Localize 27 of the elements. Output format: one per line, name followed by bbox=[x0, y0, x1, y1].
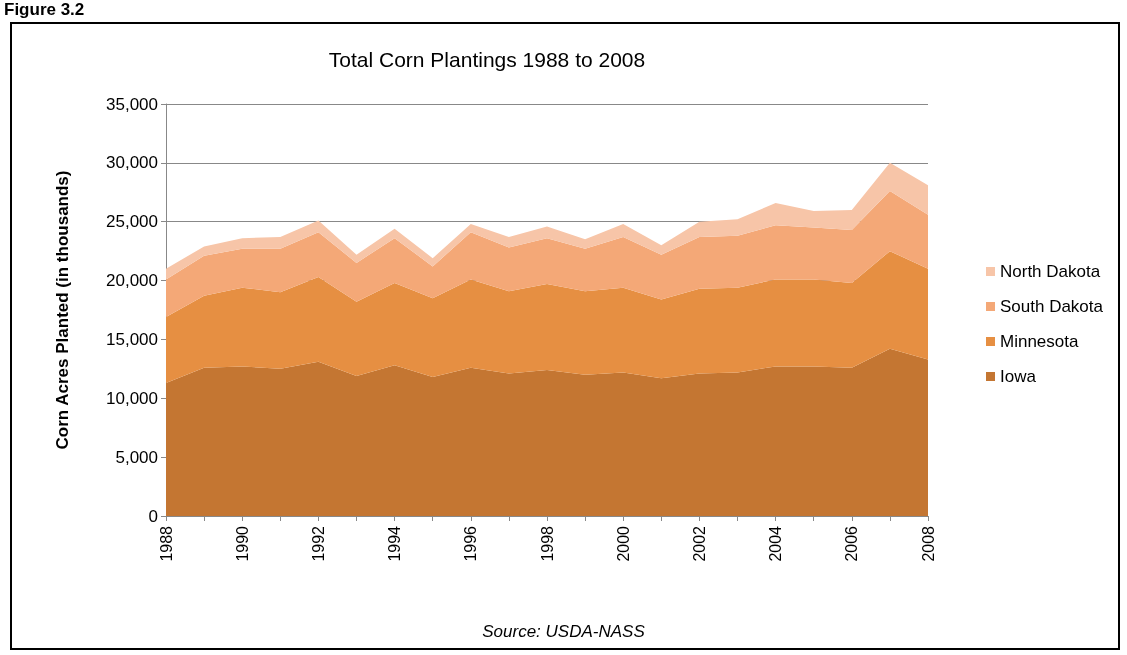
source-note: Source: USDA-NASS bbox=[481, 622, 646, 642]
legend-label: Minnesota bbox=[999, 332, 1079, 351]
y-tick-label: 5,000 bbox=[115, 447, 158, 467]
y-tick-label: 10,000 bbox=[106, 388, 158, 408]
x-tick-label: 2000 bbox=[614, 525, 632, 562]
x-tick-label: 1994 bbox=[386, 525, 404, 562]
legend-label: Iowa bbox=[999, 367, 1037, 386]
x-tick-label: 1998 bbox=[538, 525, 556, 562]
y-tick-label: 25,000 bbox=[106, 212, 158, 232]
x-tick-label: 2002 bbox=[690, 525, 708, 562]
x-tick-label: 1990 bbox=[233, 525, 251, 562]
x-tick-label: 2004 bbox=[767, 525, 785, 562]
y-tick-label: 0 bbox=[148, 506, 158, 526]
x-tick-label: 1988 bbox=[157, 525, 175, 562]
x-tick-label: 2006 bbox=[843, 525, 861, 562]
y-tick-label: 30,000 bbox=[106, 153, 158, 173]
y-tick-label: 20,000 bbox=[106, 271, 158, 291]
x-tick-label: 2008 bbox=[919, 525, 937, 562]
y-tick-label: 35,000 bbox=[106, 94, 158, 114]
chart-title: Total Corn Plantings 1988 to 2008 bbox=[328, 48, 646, 71]
x-tick-label: 1996 bbox=[462, 525, 480, 562]
caption: Figure 3.2 bbox=[4, 0, 85, 20]
legend-label: North Dakota bbox=[999, 262, 1101, 281]
x-tick-label: 1992 bbox=[309, 525, 327, 562]
y-tick-label: 15,000 bbox=[106, 329, 158, 349]
legend-label: South Dakota bbox=[999, 297, 1104, 316]
y-axis-title: Corn Acres Planted (in thousands) bbox=[53, 170, 72, 450]
